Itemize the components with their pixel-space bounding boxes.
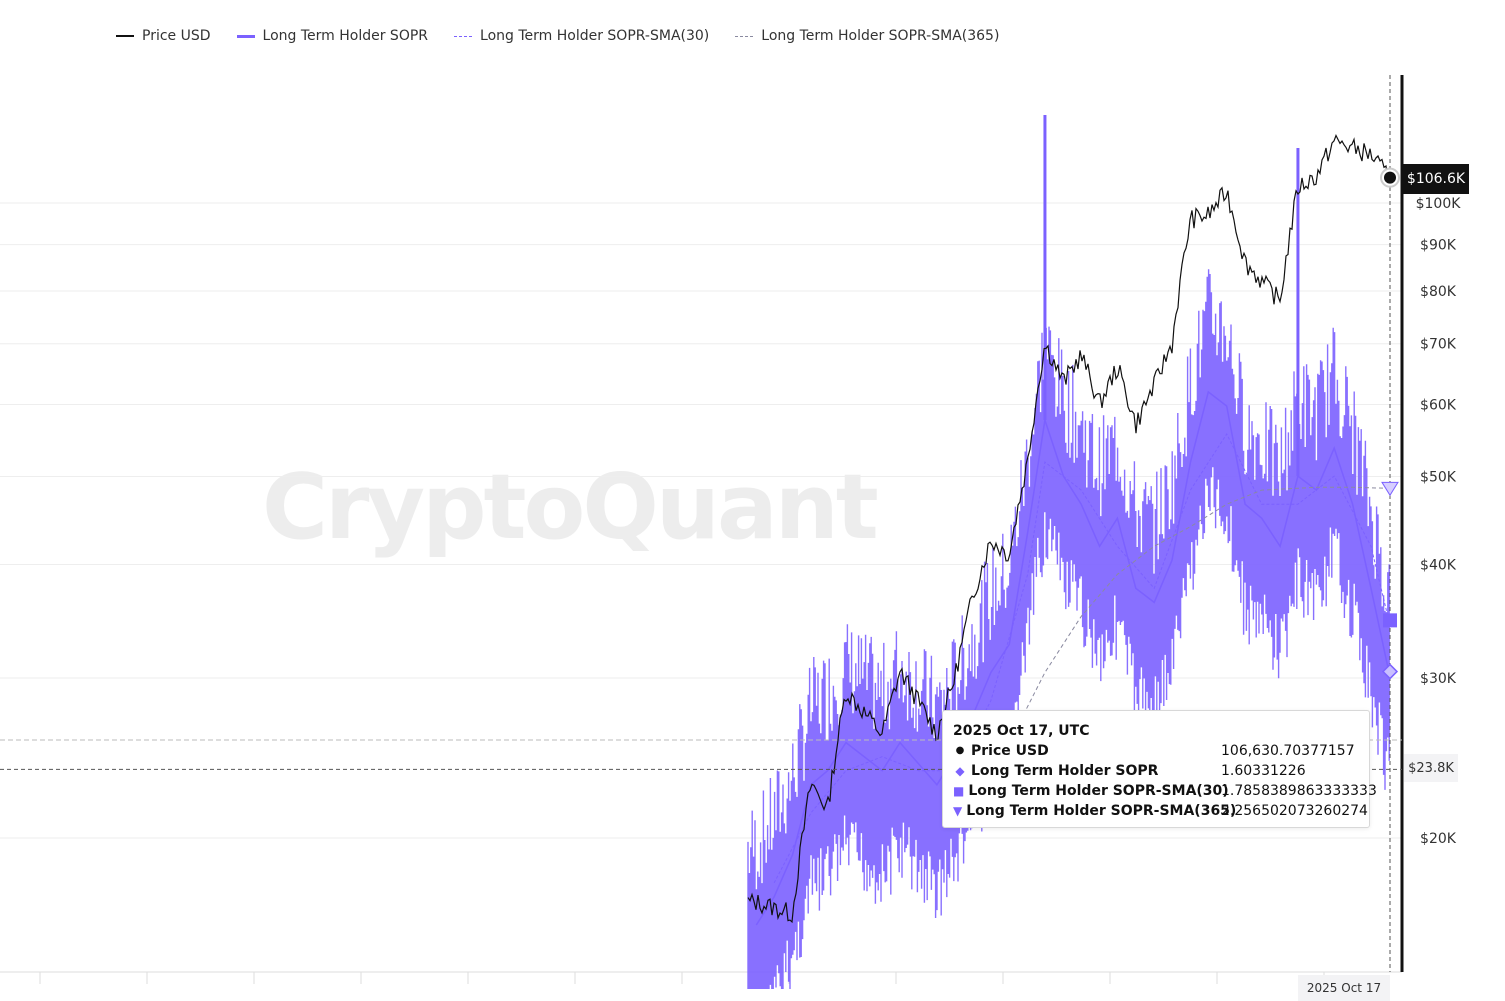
price-marker [1384, 171, 1396, 184]
legend-label-sma365: Long Term Holder SOPR-SMA(365) [761, 28, 1000, 44]
legend-swatch-price [116, 35, 134, 37]
series-sma30-line [773, 432, 1390, 884]
tooltip-row-value: 1.7858389863333333 [1221, 783, 1377, 799]
legend-label-sma30: Long Term Holder SOPR-SMA(30) [480, 28, 710, 44]
watermark-logo: CryptoQuant [262, 455, 879, 560]
sma30-marker-square [1383, 613, 1397, 628]
tooltip-title: 2025 Oct 17, UTC [953, 723, 1090, 739]
series-sopr-line [755, 390, 1390, 926]
series-price-line [747, 133, 1391, 924]
data-tooltip: 2025 Oct 17, UTC ● Price USD 106,630.7037… [942, 710, 1377, 828]
chart-legend: Price USD Long Term Holder SOPR Long Ter… [116, 25, 999, 47]
y-tick-label: $30K [1420, 671, 1457, 687]
tooltip-row-value: 1.60331226 [1221, 763, 1306, 779]
tooltip-row: ▼ Long Term Holder SOPR-SMA(365) 2.256502… [953, 801, 1368, 821]
tooltip-row-name: Long Term Holder SOPR [971, 763, 1159, 779]
tooltip-diamond-icon: ◆ [955, 764, 965, 778]
tooltip-row-name: Long Term Holder SOPR-SMA(30) [968, 783, 1229, 799]
crosshair-date-tag: 2025 Oct 17 [1298, 975, 1390, 1001]
tooltip-row-name: Price USD [971, 743, 1049, 759]
tooltip-row-value: 106,630.70377157 [1221, 743, 1355, 759]
tooltip-dot-icon: ● [955, 745, 965, 756]
sma365-marker-triangle [1381, 481, 1399, 497]
legend-swatch-sma365 [735, 35, 754, 37]
y-tick-label: $70K [1420, 337, 1457, 353]
y-tick-label: $60K [1420, 398, 1457, 414]
series-sopr-band [747, 269, 1390, 989]
legend-item-sma365[interactable]: Long Term Holder SOPR-SMA(365) [735, 28, 999, 44]
tooltip-triangle-icon: ▼ [953, 804, 963, 818]
tooltip-row-value: 2.256502073260274 [1221, 803, 1368, 819]
y-tick-label: $90K [1420, 238, 1457, 254]
crosshair-price-tag: $23.8K [1404, 754, 1458, 782]
legend-item-sma30[interactable]: Long Term Holder SOPR-SMA(30) [454, 28, 709, 44]
tooltip-row: ◆ Long Term Holder SOPR 1.60331226 [953, 761, 1359, 781]
y-tick-label: $80K [1420, 284, 1457, 300]
legend-swatch-sopr [236, 34, 255, 38]
sopr-marker-diamond [1381, 663, 1399, 680]
legend-label-sopr: Long Term Holder SOPR [262, 28, 429, 44]
last-price-tag: $106.6K [1403, 164, 1469, 194]
tooltip-row-name: Long Term Holder SOPR-SMA(365) [966, 803, 1237, 819]
tooltip-row: ■ Long Term Holder SOPR-SMA(30) 1.7858389… [953, 781, 1377, 801]
legend-swatch-sma30 [454, 35, 473, 37]
y-tick-label: $20K [1420, 831, 1457, 847]
legend-label-price: Price USD [142, 28, 211, 44]
y-tick-label: $40K [1420, 558, 1457, 574]
y-tick-label: $100K [1416, 196, 1462, 212]
tooltip-row: ● Price USD 106,630.70377157 [953, 741, 1359, 761]
legend-item-price[interactable]: Price USD [116, 28, 211, 44]
tooltip-square-icon: ■ [953, 784, 965, 798]
y-tick-label: $50K [1420, 469, 1457, 485]
legend-item-sopr[interactable]: Long Term Holder SOPR [236, 28, 429, 44]
